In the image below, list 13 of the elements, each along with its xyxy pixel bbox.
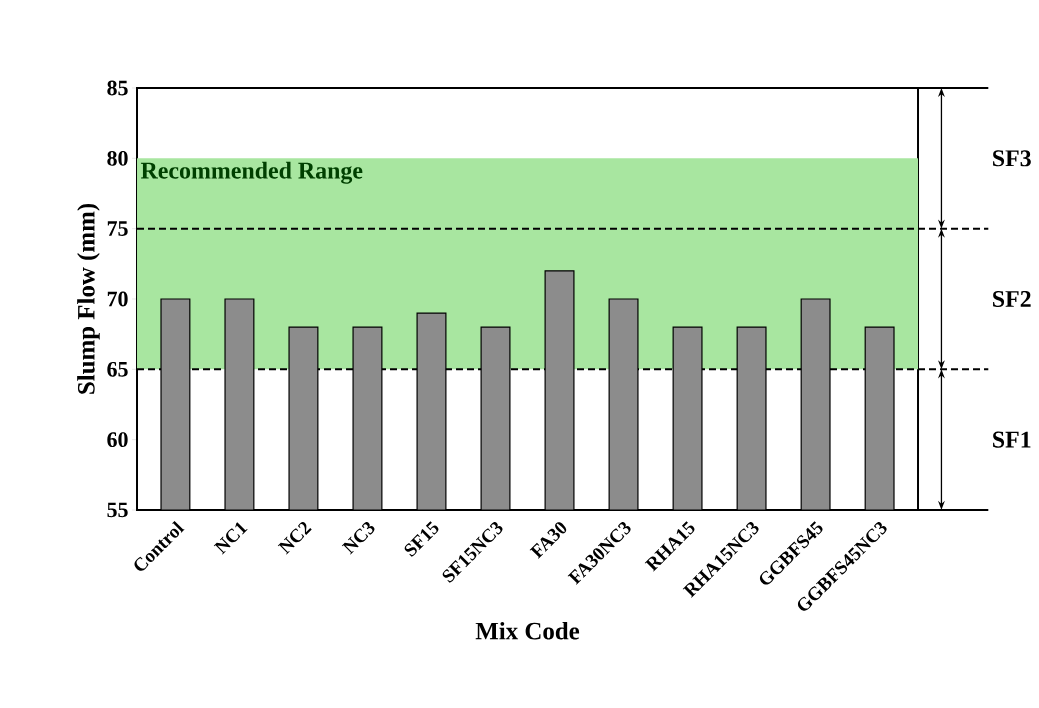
band-label: Recommended Range <box>140 161 363 184</box>
y-tick-label: 80 <box>107 150 128 166</box>
y-tick-label: 85 <box>107 80 128 96</box>
text: SF2 <box>993 290 1031 308</box>
y-tick-label: 75 <box>107 221 128 236</box>
y-tick-label: 55 <box>107 502 128 518</box>
x-axis-title: Mix Code <box>475 621 580 640</box>
y-tick-label: 60 <box>107 432 128 448</box>
y-tick-label: 65 <box>107 361 128 377</box>
y-tick-label: 70 <box>107 291 128 307</box>
y-axis-title: Slump Flow (mm) <box>77 203 100 394</box>
text: SF3 <box>993 150 1031 167</box>
text: SF1 <box>993 431 1031 448</box>
